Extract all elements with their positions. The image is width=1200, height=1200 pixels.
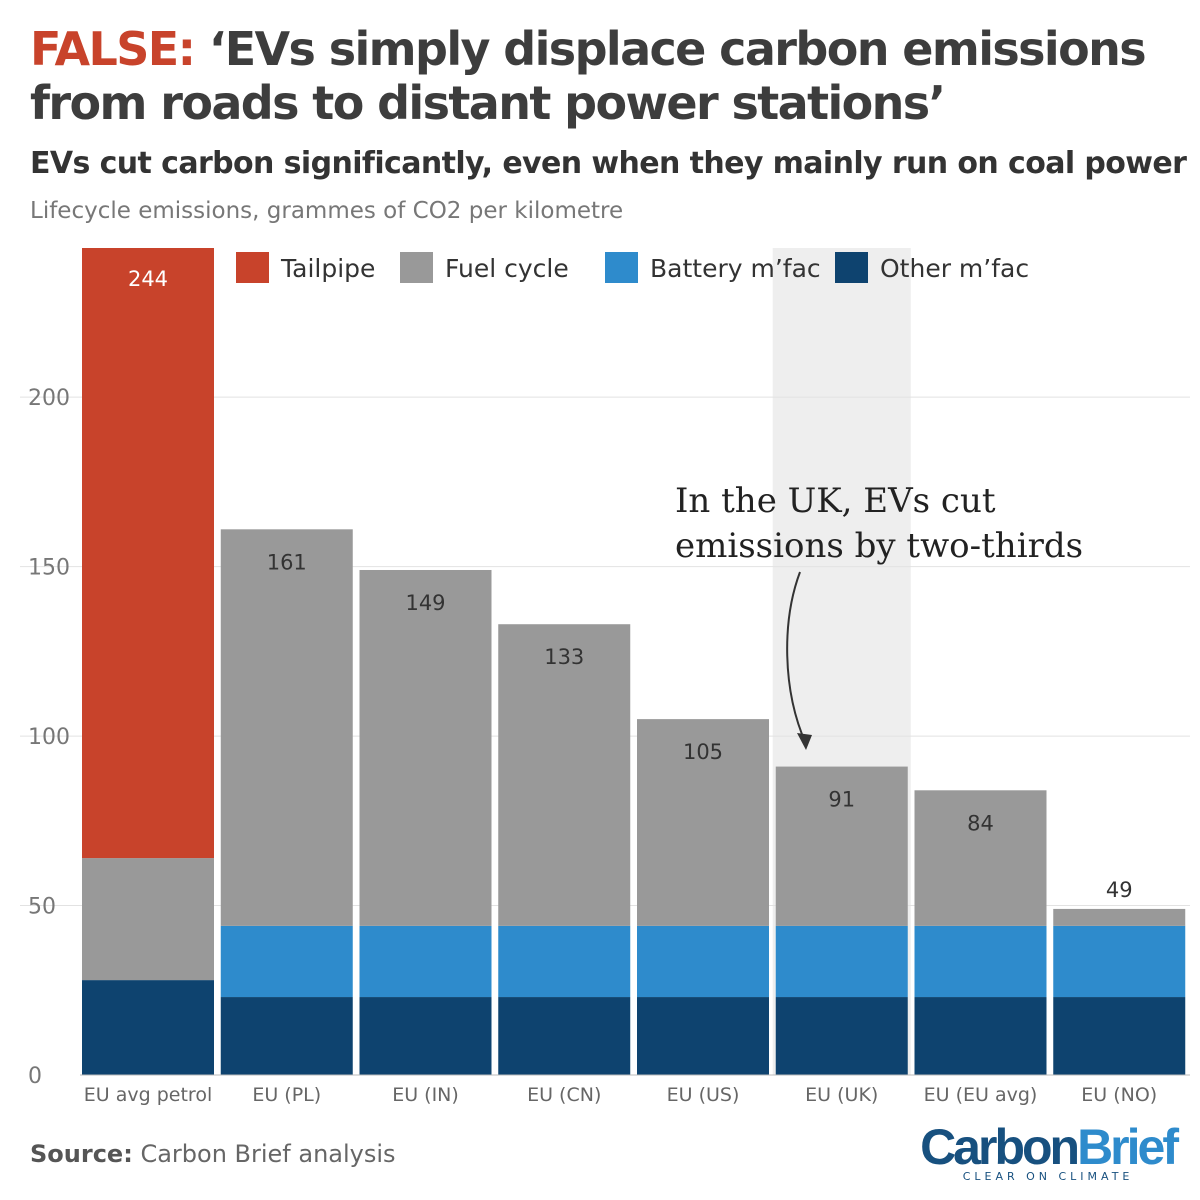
bar-fuel-cycle-eu-no	[1053, 908, 1186, 926]
brand-wordmark: CarbonBrief	[920, 1119, 1179, 1175]
title-verdict: FALSE:	[30, 22, 196, 76]
x-tick-label-eu-eu-avg: EU (EU avg)	[924, 1084, 1038, 1106]
x-tick-label-eu-in: EU (IN)	[392, 1084, 459, 1106]
data-label-eu-eu-avg: 84	[967, 811, 994, 835]
y-tick-label-200: 200	[28, 386, 70, 411]
bar-other-m-fac-eu-eu-avg	[914, 997, 1047, 1075]
x-tick-label-eu-uk: EU (UK)	[805, 1084, 878, 1106]
source-note: Source: Carbon Brief analysis	[30, 1140, 396, 1168]
bar-fuel-cycle-eu-us	[637, 719, 769, 926]
x-tick-label-eu-us: EU (US)	[667, 1084, 740, 1106]
bar-battery-m-fac-eu-in	[359, 925, 492, 998]
brand-name-part2: Brief	[1077, 1119, 1179, 1175]
bar-battery-m-fac-eu-eu-avg	[914, 925, 1047, 998]
bar-other-m-fac-eu-us	[637, 997, 769, 1075]
legend-label-fuel-cycle: Fuel cycle	[445, 254, 569, 283]
chart-subtitle: EVs cut carbon significantly, even when …	[30, 146, 1187, 181]
bar-other-m-fac-eu-cn	[498, 997, 631, 1075]
data-label-eu-pl: 161	[267, 550, 307, 574]
brand-logo: CarbonBrief CLEAR ON CLIMATE	[920, 1119, 1179, 1183]
bar-fuel-cycle-eu-in	[359, 569, 492, 926]
chart-title: FALSE: ‘EVs simply displace carbon emiss…	[30, 22, 1180, 130]
source-label: Source:	[30, 1140, 133, 1168]
bar-battery-m-fac-eu-us	[637, 925, 769, 998]
bar-battery-m-fac-eu-uk	[775, 925, 908, 998]
legend-label-battery-m-fac: Battery m’fac	[650, 254, 821, 283]
data-label-eu-cn: 133	[544, 645, 584, 669]
x-tick-label-eu-avg-petrol: EU avg petrol	[84, 1084, 212, 1106]
x-tick-label-eu-pl: EU (PL)	[252, 1084, 321, 1106]
brand-tagline: CLEAR ON CLIMATE	[962, 1170, 1134, 1183]
bar-other-m-fac-eu-avg-petrol	[82, 980, 214, 1075]
title-claim: ‘EVs simply displace carbon emissions fr…	[30, 22, 1147, 130]
brand-name-part1: Carbon	[920, 1119, 1080, 1175]
data-label-eu-in: 149	[405, 591, 445, 615]
annotation-arrowhead	[797, 733, 812, 750]
bar-fuel-cycle-eu-cn	[498, 624, 631, 926]
data-label-eu-us: 105	[683, 740, 723, 764]
bar-battery-m-fac-eu-no	[1053, 925, 1186, 998]
bar-other-m-fac-eu-in	[359, 997, 492, 1075]
legend-label-other-m-fac: Other m’fac	[880, 254, 1029, 283]
legend-swatch-battery-m-fac	[605, 252, 638, 283]
x-tick-label-eu-cn: EU (CN)	[527, 1084, 601, 1106]
data-label-eu-no: 49	[1106, 878, 1133, 902]
legend-label-tailpipe: Tailpipe	[280, 254, 375, 283]
legend-swatch-tailpipe	[236, 252, 269, 283]
bar-other-m-fac-eu-pl	[220, 997, 353, 1075]
y-tick-label-150: 150	[28, 556, 70, 581]
bar-fuel-cycle-eu-pl	[220, 529, 353, 926]
bar-fuel-cycle-eu-eu-avg	[914, 790, 1047, 926]
source-text: Carbon Brief analysis	[140, 1140, 396, 1168]
bar-battery-m-fac-eu-cn	[498, 925, 631, 998]
bar-other-m-fac-eu-uk	[775, 997, 908, 1075]
legend-swatch-fuel-cycle	[400, 252, 433, 283]
data-label-eu-uk: 91	[828, 788, 855, 812]
bar-battery-m-fac-eu-pl	[220, 925, 353, 998]
y-tick-label-50: 50	[28, 895, 56, 920]
bar-other-m-fac-eu-no	[1053, 997, 1186, 1075]
y-tick-label-0: 0	[28, 1064, 42, 1089]
data-label-eu-avg-petrol: 244	[128, 267, 168, 291]
bar-tailpipe-eu-avg-petrol	[82, 248, 214, 859]
bar-fuel-cycle-eu-avg-petrol	[82, 858, 214, 981]
annotation-line-1: In the UK, EVs cut	[675, 481, 996, 521]
annotation-arrow	[786, 571, 807, 745]
bar-fuel-cycle-eu-uk	[775, 766, 908, 926]
y-tick-label-100: 100	[28, 725, 70, 750]
annotation-line-2: emissions by two-thirds	[675, 526, 1083, 566]
legend-swatch-other-m-fac	[835, 252, 868, 283]
x-tick-label-eu-no: EU (NO)	[1081, 1084, 1157, 1106]
unit-label: Lifecycle emissions, grammes of CO2 per …	[30, 198, 624, 224]
